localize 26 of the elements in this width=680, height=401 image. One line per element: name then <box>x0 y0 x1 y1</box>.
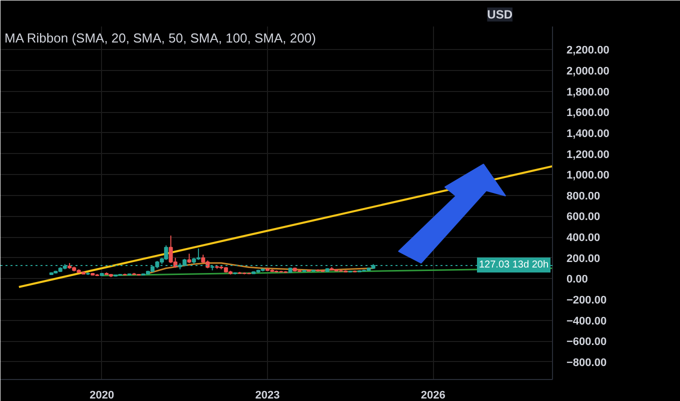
candlestick <box>187 253 192 264</box>
candlestick <box>164 244 168 260</box>
y-tick-label: 2,000.00 <box>566 66 610 78</box>
y-tick-label: 1,400.00 <box>566 128 610 140</box>
chart-title: MA Ribbon (SMA, 20, SMA, 50, SMA, 100, SMA, 200) <box>4 30 316 46</box>
y-tick-label: 600.00 <box>566 211 600 224</box>
y-tick-label: 400.00 <box>566 232 600 244</box>
y-tick-label: 200.00 <box>566 252 600 265</box>
ref-line-label: 127.03 13d 20h <box>478 259 549 270</box>
line-series <box>147 262 374 274</box>
y-tick-label: 1,800.00 <box>566 86 610 98</box>
y-tick-label: −400.00 <box>566 315 607 328</box>
y-tick-label: 1,000.00 <box>566 170 610 182</box>
y-tick-label: 1,600.00 <box>566 107 610 120</box>
x-tick-label: 2020 <box>90 390 114 401</box>
x-tick-label: 2026 <box>420 390 446 401</box>
y-tick-label: −200.00 <box>566 294 607 306</box>
x-tick-label: 2023 <box>255 390 280 401</box>
y-tick-label: 2,200.00 <box>566 44 610 57</box>
y-tick-label: 800.00 <box>566 190 600 202</box>
y-tick-label: 1,200.00 <box>566 148 610 161</box>
y-tick-label: −800.00 <box>566 356 607 369</box>
y-tick-label: 0.00 <box>566 274 588 286</box>
y-axis-title: USD <box>487 8 513 22</box>
candlestick <box>196 248 200 260</box>
y-tick-label: −600.00 <box>566 336 607 348</box>
